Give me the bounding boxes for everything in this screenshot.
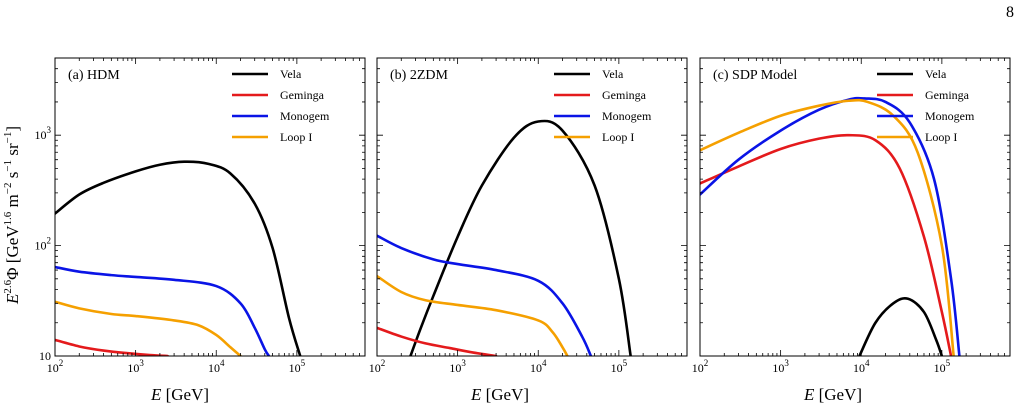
series-b-monogem bbox=[377, 234, 593, 356]
legend-label-a: Monogem bbox=[280, 109, 330, 123]
curves-b bbox=[377, 119, 632, 356]
page-number: 8 bbox=[1006, 4, 1014, 21]
x-axis-label-a: E [GeV] bbox=[150, 385, 209, 404]
panel-c: 102 103 104 105 (c) SDP Model Vela Geminga Mono… bbox=[692, 57, 1011, 375]
ticks-c bbox=[699, 57, 1011, 357]
panel-title-c: (c) SDP Model bbox=[713, 68, 797, 83]
series-b-loop-i bbox=[377, 274, 569, 356]
x-tick-label-c: 104 bbox=[853, 358, 870, 375]
panel-b: 102 103 104 105 (b) 2ZDM Vela Geminga Monogem Lo… bbox=[369, 57, 688, 375]
legend-label-b: Loop I bbox=[602, 130, 634, 144]
legend-label-a: Vela bbox=[280, 67, 302, 81]
series-a-vela bbox=[55, 160, 302, 356]
series-a-monogem bbox=[55, 265, 271, 356]
x-tick-label-a: 102 bbox=[47, 358, 64, 375]
series-c-geminga bbox=[700, 133, 953, 356]
x-tick-label-b: 103 bbox=[449, 358, 466, 375]
curves-c bbox=[700, 96, 961, 356]
x-axis-label-c: E [GeV] bbox=[803, 385, 862, 404]
x-tick-label-b: 105 bbox=[611, 358, 628, 375]
panel-title-a: (a) HDM bbox=[68, 68, 120, 83]
legend-label-b: Vela bbox=[602, 67, 624, 81]
legend-c: Vela Geminga Monogem Loop I bbox=[877, 67, 975, 144]
series-c-vela bbox=[858, 296, 944, 356]
legend-label-c: Geminga bbox=[925, 88, 970, 102]
series-a-loop-i bbox=[55, 300, 242, 356]
legend-b: Vela Geminga Monogem Loop I bbox=[554, 67, 652, 144]
y-axis-label: E2.6Φ [GeV1.6 m−2 s−1 sr−1] bbox=[2, 126, 22, 305]
y-tick-label-a: 10 bbox=[39, 349, 51, 363]
series-b-geminga bbox=[377, 326, 498, 356]
plot-frame-c bbox=[699, 57, 1011, 357]
x-tick-label-b: 104 bbox=[530, 358, 547, 375]
legend-label-c: Vela bbox=[925, 67, 947, 81]
series-a-geminga bbox=[55, 338, 169, 356]
series-b-vela bbox=[409, 119, 632, 356]
plot-frame-b bbox=[376, 57, 688, 357]
legend-label-a: Loop I bbox=[280, 130, 312, 144]
ticks-a bbox=[54, 57, 366, 357]
legend-label-c: Loop I bbox=[925, 130, 957, 144]
panel-title-b: (b) 2ZDM bbox=[390, 68, 448, 83]
y-tick-label-a: 102 bbox=[35, 236, 52, 253]
x-tick-label-a: 103 bbox=[127, 358, 144, 375]
plot-frame-a bbox=[54, 57, 366, 357]
x-tick-label-c: 103 bbox=[772, 358, 789, 375]
x-tick-label-a: 104 bbox=[208, 358, 225, 375]
x-axis-label-b: E [GeV] bbox=[470, 385, 529, 404]
series-c-loop-i bbox=[700, 98, 955, 356]
x-tick-label-c: 105 bbox=[934, 358, 951, 375]
legend-label-b: Monogem bbox=[602, 109, 652, 123]
curves-a bbox=[55, 160, 302, 356]
legend-a: Vela Geminga Monogem Loop I bbox=[232, 67, 330, 144]
legend-label-b: Geminga bbox=[602, 88, 647, 102]
x-tick-label-a: 105 bbox=[289, 358, 306, 375]
y-tick-label-a: 103 bbox=[35, 125, 52, 142]
legend-label-a: Geminga bbox=[280, 88, 325, 102]
legend-label-c: Monogem bbox=[925, 109, 975, 123]
x-tick-label-b: 102 bbox=[369, 358, 386, 375]
series-c-monogem bbox=[700, 96, 961, 356]
x-tick-label-c: 102 bbox=[692, 358, 709, 375]
ticks-b bbox=[376, 57, 688, 357]
